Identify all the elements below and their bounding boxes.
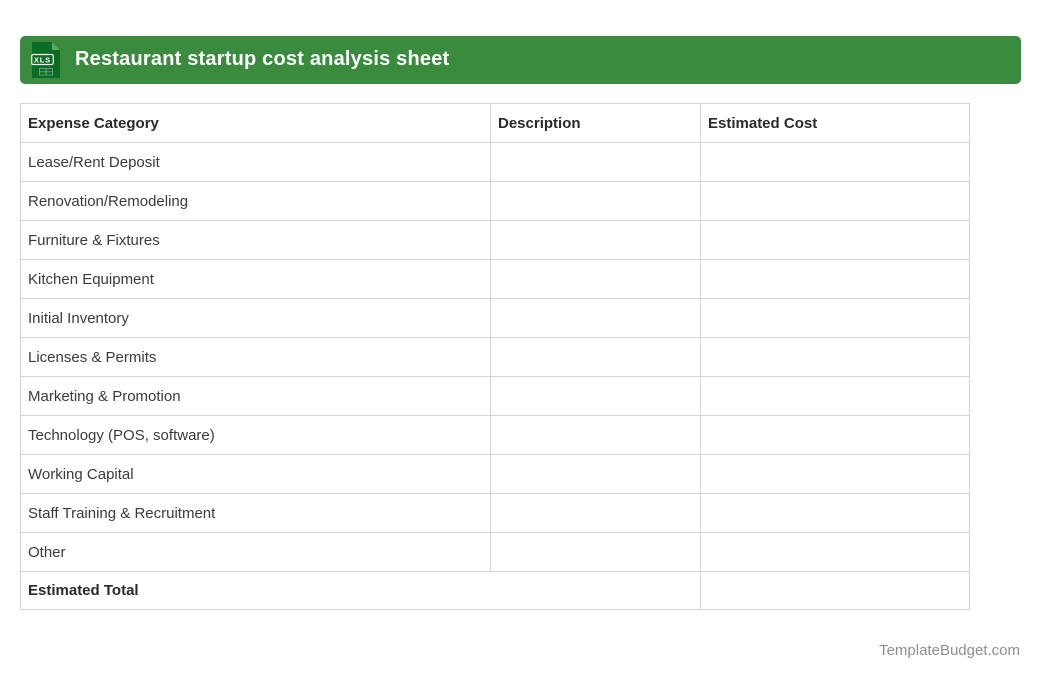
table-row: Technology (POS, software) [20, 415, 970, 455]
expense-category-cell: Kitchen Equipment [20, 259, 491, 299]
table-row: Licenses & Permits [20, 337, 970, 377]
cost-analysis-table: Expense Category Description Estimated C… [20, 103, 970, 610]
table-row: Marketing & Promotion [20, 376, 970, 416]
estimated-cost-cell [700, 181, 970, 221]
description-cell [490, 415, 701, 455]
table-row: Kitchen Equipment [20, 259, 970, 299]
expense-category-cell: Staff Training & Recruitment [20, 493, 491, 533]
table-row: Working Capital [20, 454, 970, 494]
description-cell [490, 142, 701, 182]
footer-site-name: TemplateBudget.com [879, 642, 1020, 659]
table-row: Initial Inventory [20, 298, 970, 338]
expense-category-cell: Licenses & Permits [20, 337, 491, 377]
table-row: Staff Training & Recruitment [20, 493, 970, 533]
expense-category-cell: Working Capital [20, 454, 491, 494]
estimated-total-cost-cell [700, 571, 970, 610]
estimated-cost-cell [700, 376, 970, 416]
table-row: Other [20, 532, 970, 572]
estimated-cost-cell [700, 337, 970, 377]
table-row: Furniture & Fixtures [20, 220, 970, 260]
estimated-cost-cell [700, 142, 970, 182]
description-cell [490, 337, 701, 377]
sheet-title: Restaurant startup cost analysis sheet [75, 48, 450, 70]
expense-category-cell: Marketing & Promotion [20, 376, 491, 416]
estimated-cost-cell [700, 532, 970, 572]
sheet-header-banner: XLS Restaurant startup cost analysis she… [20, 36, 1021, 84]
expense-category-cell: Furniture & Fixtures [20, 220, 491, 260]
description-cell [490, 532, 701, 572]
estimated-cost-cell [700, 454, 970, 494]
description-cell [490, 259, 701, 299]
estimated-cost-cell [700, 493, 970, 533]
estimated-cost-cell [700, 220, 970, 260]
expense-category-cell: Technology (POS, software) [20, 415, 491, 455]
expense-category-cell: Lease/Rent Deposit [20, 142, 491, 182]
description-cell [490, 376, 701, 416]
description-cell [490, 454, 701, 494]
estimated-total-label-cell: Estimated Total [20, 571, 701, 610]
table-row: Renovation/Remodeling [20, 181, 970, 221]
estimated-cost-cell [700, 415, 970, 455]
xls-file-icon: XLS [31, 42, 60, 78]
description-cell [490, 181, 701, 221]
column-header-description: Description [490, 103, 701, 143]
column-header-expense-category: Expense Category [20, 103, 491, 143]
table-header-row: Expense Category Description Estimated C… [20, 103, 970, 143]
table-row: Lease/Rent Deposit [20, 142, 970, 182]
description-cell [490, 298, 701, 338]
xls-badge-label: XLS [34, 56, 51, 65]
estimated-cost-cell [700, 259, 970, 299]
expense-category-cell: Initial Inventory [20, 298, 491, 338]
description-cell [490, 493, 701, 533]
estimated-cost-cell [700, 298, 970, 338]
column-header-estimated-cost: Estimated Cost [700, 103, 970, 143]
description-cell [490, 220, 701, 260]
expense-category-cell: Other [20, 532, 491, 572]
expense-category-cell: Renovation/Remodeling [20, 181, 491, 221]
estimated-total-row: Estimated Total [20, 571, 970, 610]
